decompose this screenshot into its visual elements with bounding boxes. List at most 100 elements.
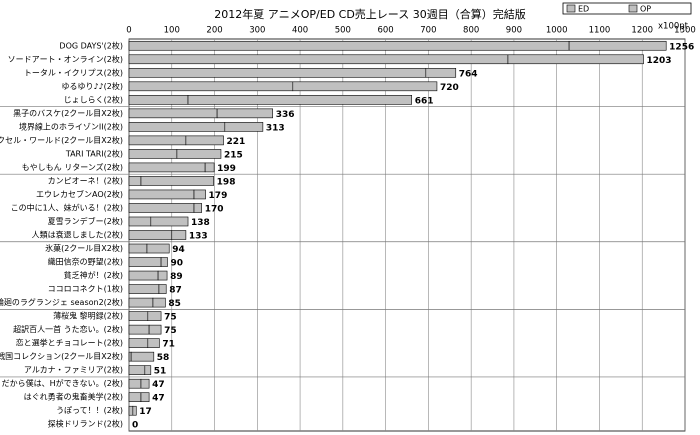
total-label: 0 [132, 421, 138, 431]
bar-segment [128, 40, 570, 51]
y-tick-label: 貧乏神が！(2枚) [64, 270, 123, 280]
y-tick-label: ゆるゆり♪♪(2枚) [61, 81, 123, 91]
bar-segment [147, 311, 162, 321]
y-tick-label: TARI TARI(2枚) [65, 148, 123, 158]
total-label: 51 [154, 367, 167, 377]
total-label: 87 [169, 286, 182, 296]
y-tick-label: 薄桜鬼 黎明録(2枚) [53, 311, 123, 321]
bar-segment [187, 95, 413, 105]
bar-segment [144, 365, 152, 375]
total-label: 764 [459, 69, 478, 79]
bar-segment [128, 365, 146, 375]
bar-segment [128, 311, 149, 321]
y-tick-label: ココロコネクト(1枚) [48, 284, 123, 294]
y-tick-label: ソードアート・オンライン(2枚) [8, 54, 123, 64]
total-label: 47 [152, 380, 165, 390]
bar-segment [128, 378, 142, 389]
y-tick-label: DOG DAYS'(2枚) [59, 40, 123, 50]
bar-segment [128, 405, 134, 416]
bar-segment [160, 257, 168, 267]
bar-segment [150, 216, 189, 227]
bar-segment [128, 162, 206, 173]
y-tick-label: 戦国コレクション(2クール目X2枚) [0, 351, 123, 361]
bar-segment [176, 149, 222, 159]
bar-segment [128, 338, 149, 348]
legend-box [562, 2, 692, 15]
bar-segment [507, 54, 644, 65]
bar-segment [128, 54, 509, 65]
total-label: 661 [415, 96, 434, 106]
bar-segment [147, 338, 160, 348]
bar-segment [185, 135, 224, 146]
bar-segment [128, 67, 427, 78]
y-tick-label: はぐれ勇者の鬼畜美学(2枚) [24, 392, 123, 402]
y-tick-label: じょしらく(2枚) [64, 94, 123, 104]
bar-segment [128, 108, 218, 119]
total-label: 71 [162, 340, 175, 350]
x-tick-label: 600 [377, 26, 393, 36]
bar-segment [128, 392, 142, 403]
y-tick-label: この中に1人、妹がいる！(2枚) [11, 202, 123, 212]
y-tick-label: 人類は衰退しました(2枚) [32, 230, 123, 240]
bar-segment [157, 270, 168, 281]
bar-segment [128, 176, 142, 186]
total-label: 75 [164, 313, 177, 323]
y-tick-label: 輪廻のラグランジェ season2(2枚) [0, 297, 123, 307]
y-tick-label: カンピオーネ！(2枚) [48, 175, 123, 185]
y-tick-label: もやしもん リターンズ(2枚) [22, 162, 123, 172]
bar-segment [171, 230, 187, 240]
x-tick-label: 1300 [674, 26, 696, 36]
bar-segment [128, 189, 195, 200]
total-label: 17 [139, 407, 152, 417]
bar-segment [128, 122, 226, 132]
total-label: 720 [440, 83, 459, 93]
y-tick-label: うぽって！！(2枚) [56, 405, 123, 415]
y-tick-label: アルカナ・ファミリア(2枚) [24, 365, 123, 375]
bar-segment [148, 324, 162, 335]
bar-segment [128, 230, 173, 240]
legend-label: OP [640, 5, 651, 14]
total-label: 215 [224, 150, 243, 160]
bar-segment [130, 351, 155, 362]
bar-segment [128, 351, 132, 362]
y-tick-label: 超訳百人一首 うた恋い。(2枚) [13, 324, 123, 334]
x-tick-label: 1200 [631, 26, 653, 36]
total-label: 179 [209, 191, 228, 201]
bar-segment [128, 270, 159, 281]
bar-segment [568, 40, 667, 51]
x-tick-label: 200 [206, 26, 222, 36]
bar-segment [216, 108, 274, 119]
bar-segment [128, 216, 152, 227]
bar-segment [128, 257, 162, 267]
bar-segment [128, 95, 189, 105]
x-tick-label: 400 [292, 26, 308, 36]
x-tick-label: 1000 [546, 26, 568, 36]
y-tick-label: トータル・イクリプス(2枚) [24, 67, 123, 77]
total-label: 198 [217, 177, 236, 187]
bar-segment [128, 284, 160, 294]
y-tick-label: 恋と選挙とチョコレート(2枚) [16, 338, 123, 348]
bar-segment [140, 176, 214, 186]
total-label: 133 [189, 232, 208, 242]
bar-segment [224, 122, 264, 132]
bar-segment [204, 162, 215, 173]
bar-segment [128, 149, 178, 159]
x-tick-label: 0 [126, 26, 131, 36]
y-tick-label: 夏雪ランデブー(2枚) [48, 216, 123, 226]
chart-title: 2012年夏 アニメOP/ED CD売上レース 30週目（合算）完結版 [214, 7, 526, 21]
y-tick-label: エウレカセブンAO(2枚) [36, 189, 123, 199]
bar-segment [292, 81, 438, 92]
bar-segment [128, 297, 154, 308]
total-label: 90 [170, 259, 183, 269]
x-tick-label: 300 [249, 26, 265, 36]
bar-segment [425, 67, 457, 78]
axis-unit: x100pt [658, 22, 689, 32]
bar-segment [146, 243, 170, 254]
total-label: 1256 [669, 42, 694, 52]
x-tick-label: 700 [420, 26, 436, 36]
bar-segment [193, 189, 206, 200]
total-label: 138 [191, 218, 210, 228]
bar-segment [193, 203, 203, 213]
total-label: 47 [152, 394, 165, 404]
